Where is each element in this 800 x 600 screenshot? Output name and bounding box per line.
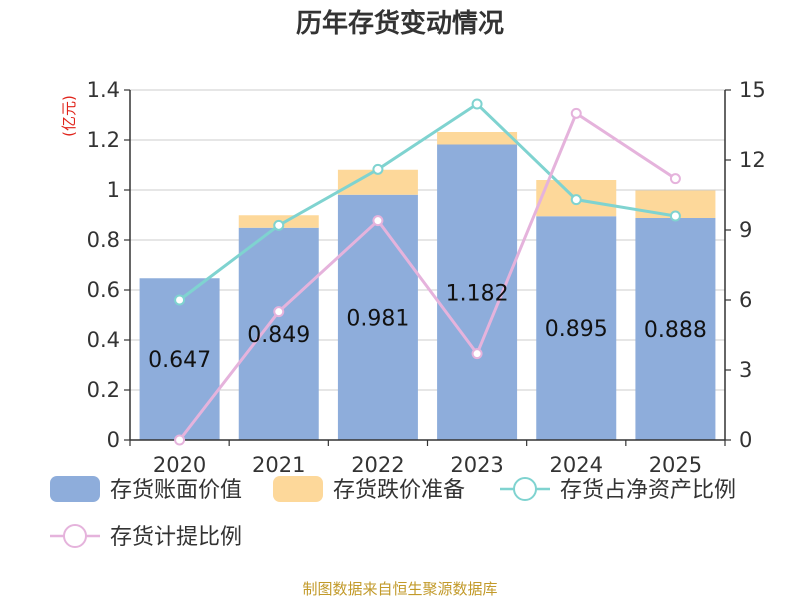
bar-value-label: 0.647: [148, 348, 211, 373]
left-tick-label: 0.6: [87, 278, 120, 302]
legend-label: 存货计提比例: [110, 525, 242, 550]
grid-lines: [130, 89, 725, 391]
legend-swatch: [273, 476, 323, 502]
series-line: [178, 102, 676, 302]
left-tick-label: 0.4: [87, 328, 120, 352]
data-point: [174, 434, 186, 446]
series-line: [178, 111, 677, 441]
source-note: 制图数据来自恒生聚源数据库: [302, 580, 497, 598]
left-tick-label: 0.8: [87, 228, 120, 252]
bar: [635, 218, 716, 440]
data-point: [372, 215, 384, 227]
legend-swatch-marker: [63, 524, 87, 548]
bar: [437, 132, 518, 145]
right-tick-label: 0: [739, 428, 752, 452]
bar-labels: 0.647 0.849 0.981 1.182 0.895 0.888: [148, 281, 707, 373]
bar-value-label: 0.888: [644, 318, 707, 343]
right-tick-label: 12: [739, 148, 766, 172]
data-point: [570, 194, 582, 206]
bar-value-label: 0.849: [247, 323, 310, 348]
data-point: [273, 306, 285, 318]
bar: [238, 227, 319, 440]
bar: [536, 216, 617, 440]
axes: 0 0.2 0.4 0.6 0.8 1 1.2 1.4 0 3 6 9 12 15 2020 2021 2022…: [87, 78, 766, 477]
left-tick-label: 0.2: [87, 378, 120, 402]
data-point: [372, 163, 384, 175]
x-tick-label: 2021: [252, 453, 305, 477]
data-point: [669, 173, 681, 185]
left-axis-unit: (亿元): [60, 95, 78, 137]
data-point: [174, 294, 186, 306]
bar-value-label: 1.182: [446, 281, 509, 306]
right-tick-label: 9: [739, 218, 752, 242]
series-lines: [174, 98, 681, 446]
bars: [139, 132, 716, 440]
legend-swatch: [50, 476, 100, 502]
right-tick-label: 6: [739, 288, 752, 312]
legend-swatch-marker: [513, 477, 537, 501]
left-tick-label: 1.2: [87, 128, 120, 152]
left-tick-label: 1: [107, 178, 120, 202]
x-tick-label: 2022: [351, 453, 404, 477]
left-tick-label: 0: [107, 428, 120, 452]
x-tick-label: 2023: [450, 453, 503, 477]
data-point: [273, 219, 285, 231]
legend-label: 存货账面价值: [110, 478, 242, 503]
data-point: [471, 348, 483, 360]
x-tick-label: 2024: [550, 453, 603, 477]
bar: [337, 194, 418, 440]
bar-value-label: 0.981: [346, 306, 409, 331]
right-tick-label: 3: [739, 358, 752, 382]
right-tick-label: 15: [739, 78, 766, 102]
legend-label: 存货跌价准备: [333, 478, 465, 503]
bar-value-label: 0.895: [545, 317, 608, 342]
legend-label: 存货占净资产比例: [560, 478, 736, 503]
data-point: [471, 98, 483, 110]
chart-title: 历年存货变动情况: [296, 8, 504, 39]
data-point: [669, 210, 681, 222]
data-point: [570, 107, 582, 119]
x-tick-label: 2020: [153, 453, 206, 477]
x-tick-label: 2025: [649, 453, 702, 477]
left-tick-label: 1.4: [87, 78, 120, 102]
